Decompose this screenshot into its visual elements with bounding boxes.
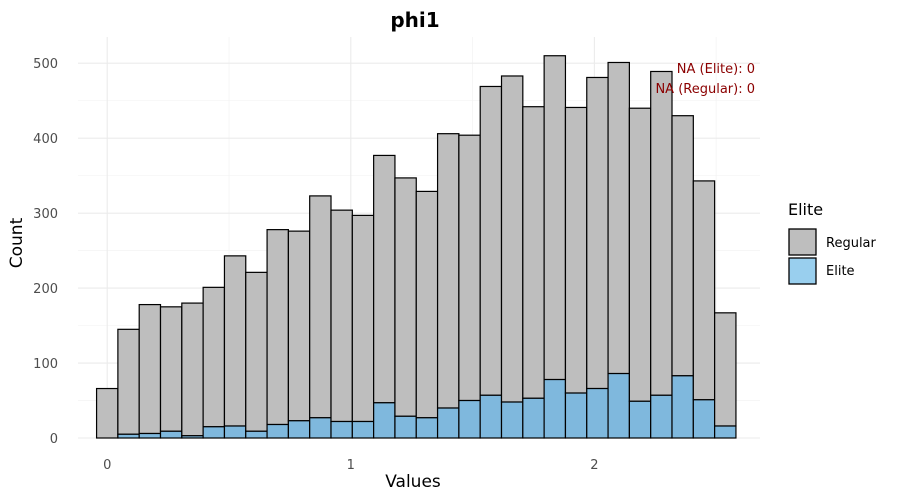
legend: Elite Regular Elite	[788, 200, 877, 285]
bar-regular	[436, 133, 460, 409]
bar-regular	[202, 286, 226, 428]
legend-label-regular: Regular	[826, 236, 877, 251]
bar-elite	[351, 420, 375, 439]
bar-regular	[628, 107, 652, 402]
bar-elite	[436, 407, 460, 439]
bar-elite	[586, 387, 609, 439]
bar-elite	[650, 394, 673, 439]
bar-regular	[479, 85, 503, 396]
legend-swatch-regular	[788, 228, 817, 256]
bar-elite	[159, 430, 183, 439]
bar-regular	[138, 303, 162, 435]
bar-regular	[415, 190, 439, 419]
bar-regular	[458, 134, 481, 402]
bar-regular	[586, 76, 609, 390]
bar-elite	[373, 402, 396, 439]
y-axis-ticks: 0 100 200 300 400 500	[33, 57, 58, 447]
bar-regular	[159, 306, 183, 432]
bar-regular	[500, 75, 524, 403]
bar-elite	[394, 415, 417, 439]
bar-regular	[394, 177, 417, 417]
bar-regular	[714, 312, 737, 427]
bar-elite	[330, 420, 353, 439]
bar-elite	[500, 401, 524, 439]
bar-elite	[543, 378, 567, 439]
legend-title: Elite	[788, 200, 823, 219]
y-tick-label: 100	[33, 357, 58, 372]
bar-regular	[330, 209, 353, 423]
bar-regular	[692, 180, 716, 401]
bar-elite	[138, 432, 162, 439]
x-tick-label: 0	[103, 458, 111, 473]
bar-regular	[95, 387, 119, 439]
bar-elite	[181, 435, 204, 439]
bar-elite	[245, 430, 268, 439]
annotation-na-regular: NA (Regular): 0	[655, 82, 755, 97]
bar-elite	[309, 417, 332, 439]
bars	[95, 55, 737, 439]
bar-elite	[671, 375, 694, 439]
y-axis-title: Count	[7, 217, 27, 268]
bar-regular	[181, 302, 204, 437]
bar-elite	[117, 433, 140, 439]
y-tick-label: 400	[33, 132, 58, 147]
bar-elite	[458, 399, 481, 439]
bar-elite	[287, 420, 311, 439]
x-tick-label: 2	[590, 458, 598, 473]
y-tick-label: 0	[50, 432, 58, 447]
bar-regular	[373, 154, 396, 404]
bar-elite	[266, 423, 289, 439]
bar-elite	[714, 425, 737, 439]
legend-label-elite: Elite	[826, 264, 855, 279]
bar-elite	[415, 417, 439, 439]
bar-regular	[351, 214, 375, 423]
bar-regular	[671, 115, 694, 377]
annotation-na-elite: NA (Elite): 0	[677, 62, 755, 77]
bar-elite	[628, 400, 652, 439]
bar-elite	[607, 372, 630, 439]
bar-regular	[543, 55, 567, 381]
x-axis-ticks: 0 1 2	[103, 458, 598, 473]
y-tick-label: 300	[33, 207, 58, 222]
y-tick-label: 200	[33, 282, 58, 297]
bar-regular	[522, 106, 545, 399]
bar-regular	[650, 70, 673, 396]
bar-elite	[223, 425, 247, 439]
bar-regular	[309, 195, 332, 419]
bar-regular	[245, 271, 268, 432]
bar-elite	[202, 426, 226, 439]
bar-elite	[522, 397, 545, 439]
bar-elite	[564, 392, 588, 439]
bar-regular	[266, 229, 289, 426]
x-axis-title: Values	[385, 472, 441, 492]
chart-title: phi1	[390, 8, 439, 32]
bar-elite	[479, 394, 503, 439]
bar-regular	[117, 328, 140, 435]
x-tick-label: 1	[347, 458, 355, 473]
bar-regular	[607, 61, 630, 375]
bar-regular	[287, 230, 311, 422]
legend-swatch-elite	[788, 257, 817, 285]
bar-elite	[692, 399, 716, 439]
y-tick-label: 500	[33, 57, 58, 72]
bar-regular	[564, 106, 588, 394]
bar-regular	[223, 255, 247, 427]
